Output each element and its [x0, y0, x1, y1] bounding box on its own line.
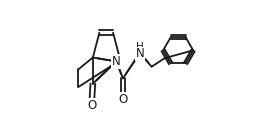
- Text: O: O: [118, 93, 128, 107]
- Text: H: H: [136, 42, 144, 52]
- Text: O: O: [87, 99, 96, 112]
- Text: N: N: [112, 55, 121, 68]
- Text: N: N: [136, 47, 144, 60]
